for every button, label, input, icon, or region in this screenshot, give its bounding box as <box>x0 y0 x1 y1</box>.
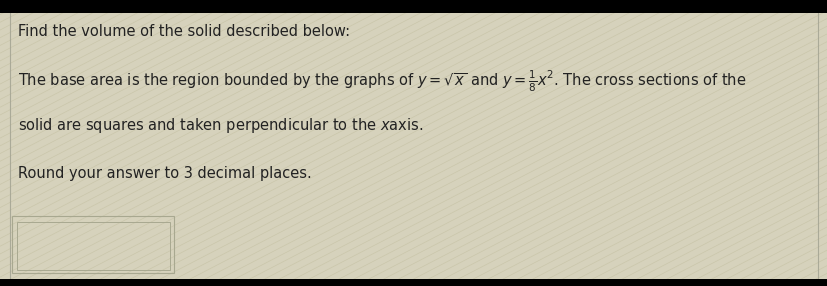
Text: solid are squares and taken perpendicular to the $x$axis.: solid are squares and taken perpendicula… <box>18 116 423 135</box>
Bar <box>17 222 170 270</box>
Bar <box>0 0 827 13</box>
Text: The base area is the region bounded by the graphs of $y = \sqrt{x}$ and $y = \fr: The base area is the region bounded by t… <box>18 69 746 94</box>
Text: Round your answer to 3 decimal places.: Round your answer to 3 decimal places. <box>18 166 312 181</box>
Bar <box>12 216 174 273</box>
Bar <box>0 279 827 286</box>
Text: Find the volume of the solid described below:: Find the volume of the solid described b… <box>18 24 350 39</box>
